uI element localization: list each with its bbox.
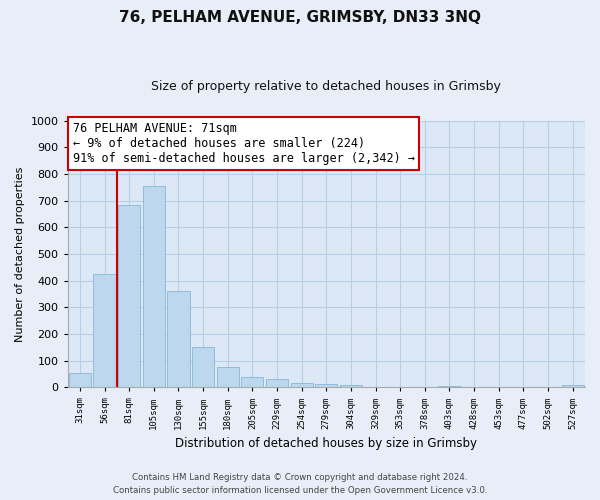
Title: Size of property relative to detached houses in Grimsby: Size of property relative to detached ho… [151, 80, 501, 93]
Bar [340, 384, 362, 388]
Text: 76, PELHAM AVENUE, GRIMSBY, DN33 3NQ: 76, PELHAM AVENUE, GRIMSBY, DN33 3NQ [119, 10, 481, 25]
Bar [118, 205, 140, 388]
Y-axis label: Number of detached properties: Number of detached properties [15, 166, 25, 342]
Bar [562, 386, 584, 388]
Bar [94, 274, 116, 388]
Bar [266, 379, 288, 388]
Bar [315, 384, 337, 388]
X-axis label: Distribution of detached houses by size in Grimsby: Distribution of detached houses by size … [175, 437, 477, 450]
Text: 76 PELHAM AVENUE: 71sqm
← 9% of detached houses are smaller (224)
91% of semi-de: 76 PELHAM AVENUE: 71sqm ← 9% of detached… [73, 122, 415, 165]
Bar [439, 386, 461, 388]
Bar [217, 368, 239, 388]
Bar [290, 383, 313, 388]
Text: Contains HM Land Registry data © Crown copyright and database right 2024.
Contai: Contains HM Land Registry data © Crown c… [113, 473, 487, 495]
Bar [167, 290, 190, 388]
Bar [241, 376, 263, 388]
Bar [143, 186, 165, 388]
Bar [69, 373, 91, 388]
Bar [192, 347, 214, 388]
